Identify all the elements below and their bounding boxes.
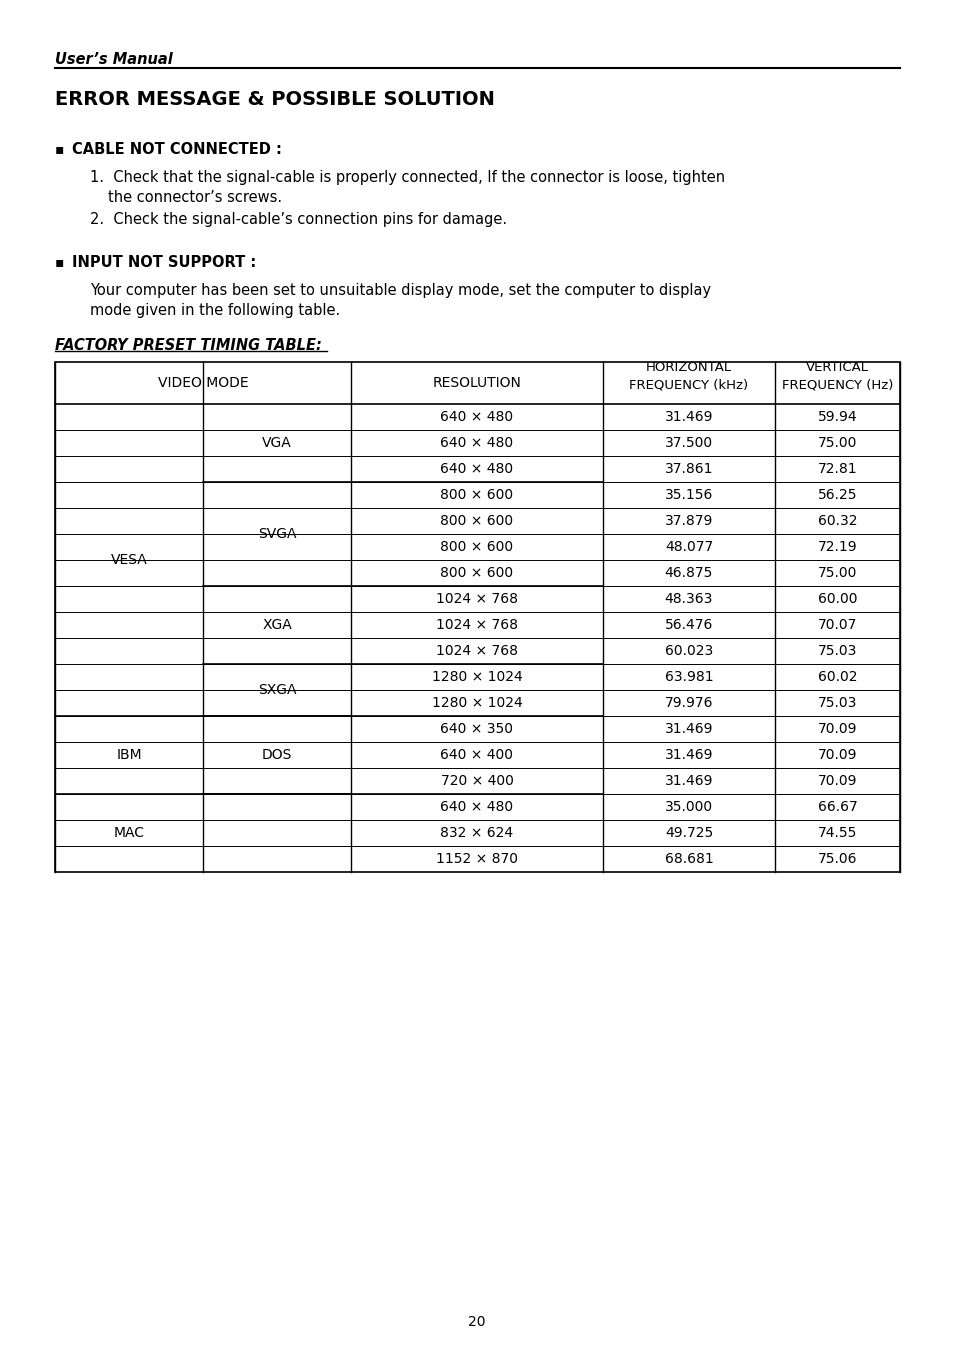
Text: 37.861: 37.861 (664, 462, 713, 476)
Text: 48.077: 48.077 (664, 540, 713, 554)
Text: VERTICAL
FREQUENCY (Hz): VERTICAL FREQUENCY (Hz) (781, 361, 892, 390)
Text: 70.09: 70.09 (817, 774, 857, 788)
Text: SVGA: SVGA (257, 527, 296, 540)
Text: 60.00: 60.00 (817, 592, 857, 607)
Text: CABLE NOT CONNECTED :: CABLE NOT CONNECTED : (71, 142, 281, 157)
Text: 640 × 480: 640 × 480 (440, 409, 513, 424)
Text: 31.469: 31.469 (664, 748, 713, 762)
Text: 832 × 624: 832 × 624 (440, 825, 513, 840)
Text: 1280 × 1024: 1280 × 1024 (431, 670, 522, 684)
Text: 60.02: 60.02 (817, 670, 857, 684)
Text: the connector’s screws.: the connector’s screws. (108, 190, 282, 205)
Text: 70.09: 70.09 (817, 748, 857, 762)
Text: 75.00: 75.00 (817, 566, 857, 580)
Text: 59.94: 59.94 (817, 409, 857, 424)
Text: 800 × 600: 800 × 600 (440, 540, 513, 554)
Text: 66.67: 66.67 (817, 800, 857, 815)
Text: 20: 20 (468, 1315, 485, 1329)
Text: ERROR MESSAGE & POSSIBLE SOLUTION: ERROR MESSAGE & POSSIBLE SOLUTION (55, 91, 495, 109)
Text: 31.469: 31.469 (664, 774, 713, 788)
Text: 800 × 600: 800 × 600 (440, 513, 513, 528)
Text: 720 × 400: 720 × 400 (440, 774, 513, 788)
Text: 2.  Check the signal-cable’s connection pins for damage.: 2. Check the signal-cable’s connection p… (90, 212, 507, 227)
Text: 1024 × 768: 1024 × 768 (436, 617, 517, 632)
Text: mode given in the following table.: mode given in the following table. (90, 303, 340, 317)
Text: 31.469: 31.469 (664, 409, 713, 424)
Text: 56.476: 56.476 (664, 617, 713, 632)
Text: 46.875: 46.875 (664, 566, 713, 580)
Text: 640 × 480: 640 × 480 (440, 800, 513, 815)
Text: IBM: IBM (116, 748, 142, 762)
Text: Your computer has been set to unsuitable display mode, set the computer to displ: Your computer has been set to unsuitable… (90, 282, 710, 299)
Text: VGA: VGA (262, 436, 292, 450)
Text: 56.25: 56.25 (817, 488, 857, 503)
Text: FACTORY PRESET TIMING TABLE:: FACTORY PRESET TIMING TABLE: (55, 338, 321, 353)
Text: 35.156: 35.156 (664, 488, 713, 503)
Text: 640 × 350: 640 × 350 (440, 721, 513, 736)
Text: 35.000: 35.000 (664, 800, 712, 815)
Text: 72.19: 72.19 (817, 540, 857, 554)
Text: 75.06: 75.06 (817, 852, 857, 866)
Text: User’s Manual: User’s Manual (55, 51, 172, 68)
Text: INPUT NOT SUPPORT :: INPUT NOT SUPPORT : (71, 255, 256, 270)
Text: 1280 × 1024: 1280 × 1024 (431, 696, 522, 711)
Text: 1024 × 768: 1024 × 768 (436, 644, 517, 658)
Text: 640 × 480: 640 × 480 (440, 462, 513, 476)
Text: 37.879: 37.879 (664, 513, 713, 528)
Text: 640 × 400: 640 × 400 (440, 748, 513, 762)
Text: 1152 × 870: 1152 × 870 (436, 852, 517, 866)
Text: SXGA: SXGA (257, 684, 296, 697)
Text: 79.976: 79.976 (664, 696, 713, 711)
Text: 74.55: 74.55 (817, 825, 857, 840)
Text: 72.81: 72.81 (817, 462, 857, 476)
Text: MAC: MAC (113, 825, 144, 840)
Text: VIDEO MODE: VIDEO MODE (157, 376, 248, 390)
Text: 70.07: 70.07 (817, 617, 857, 632)
Text: HORIZONTAL
FREQUENCY (kHz): HORIZONTAL FREQUENCY (kHz) (629, 361, 748, 390)
Text: 37.500: 37.500 (664, 436, 712, 450)
Text: 1024 × 768: 1024 × 768 (436, 592, 517, 607)
Text: 68.681: 68.681 (664, 852, 713, 866)
Text: 1.  Check that the signal-cable is properly connected, If the connector is loose: 1. Check that the signal-cable is proper… (90, 170, 724, 185)
Text: 63.981: 63.981 (664, 670, 713, 684)
Text: 800 × 600: 800 × 600 (440, 566, 513, 580)
Text: 48.363: 48.363 (664, 592, 713, 607)
Text: DOS: DOS (261, 748, 292, 762)
Text: 75.00: 75.00 (817, 436, 857, 450)
Text: 70.09: 70.09 (817, 721, 857, 736)
Text: 640 × 480: 640 × 480 (440, 436, 513, 450)
Text: 60.32: 60.32 (817, 513, 857, 528)
Text: 60.023: 60.023 (664, 644, 713, 658)
Text: XGA: XGA (262, 617, 292, 632)
Text: 31.469: 31.469 (664, 721, 713, 736)
Text: 75.03: 75.03 (817, 696, 857, 711)
Text: 49.725: 49.725 (664, 825, 713, 840)
Text: VESA: VESA (111, 553, 147, 567)
Text: 800 × 600: 800 × 600 (440, 488, 513, 503)
Bar (55, 362, 899, 871)
Text: ▪: ▪ (55, 142, 64, 155)
Text: RESOLUTION: RESOLUTION (432, 376, 521, 390)
Text: 75.03: 75.03 (817, 644, 857, 658)
Text: ▪: ▪ (55, 255, 64, 269)
